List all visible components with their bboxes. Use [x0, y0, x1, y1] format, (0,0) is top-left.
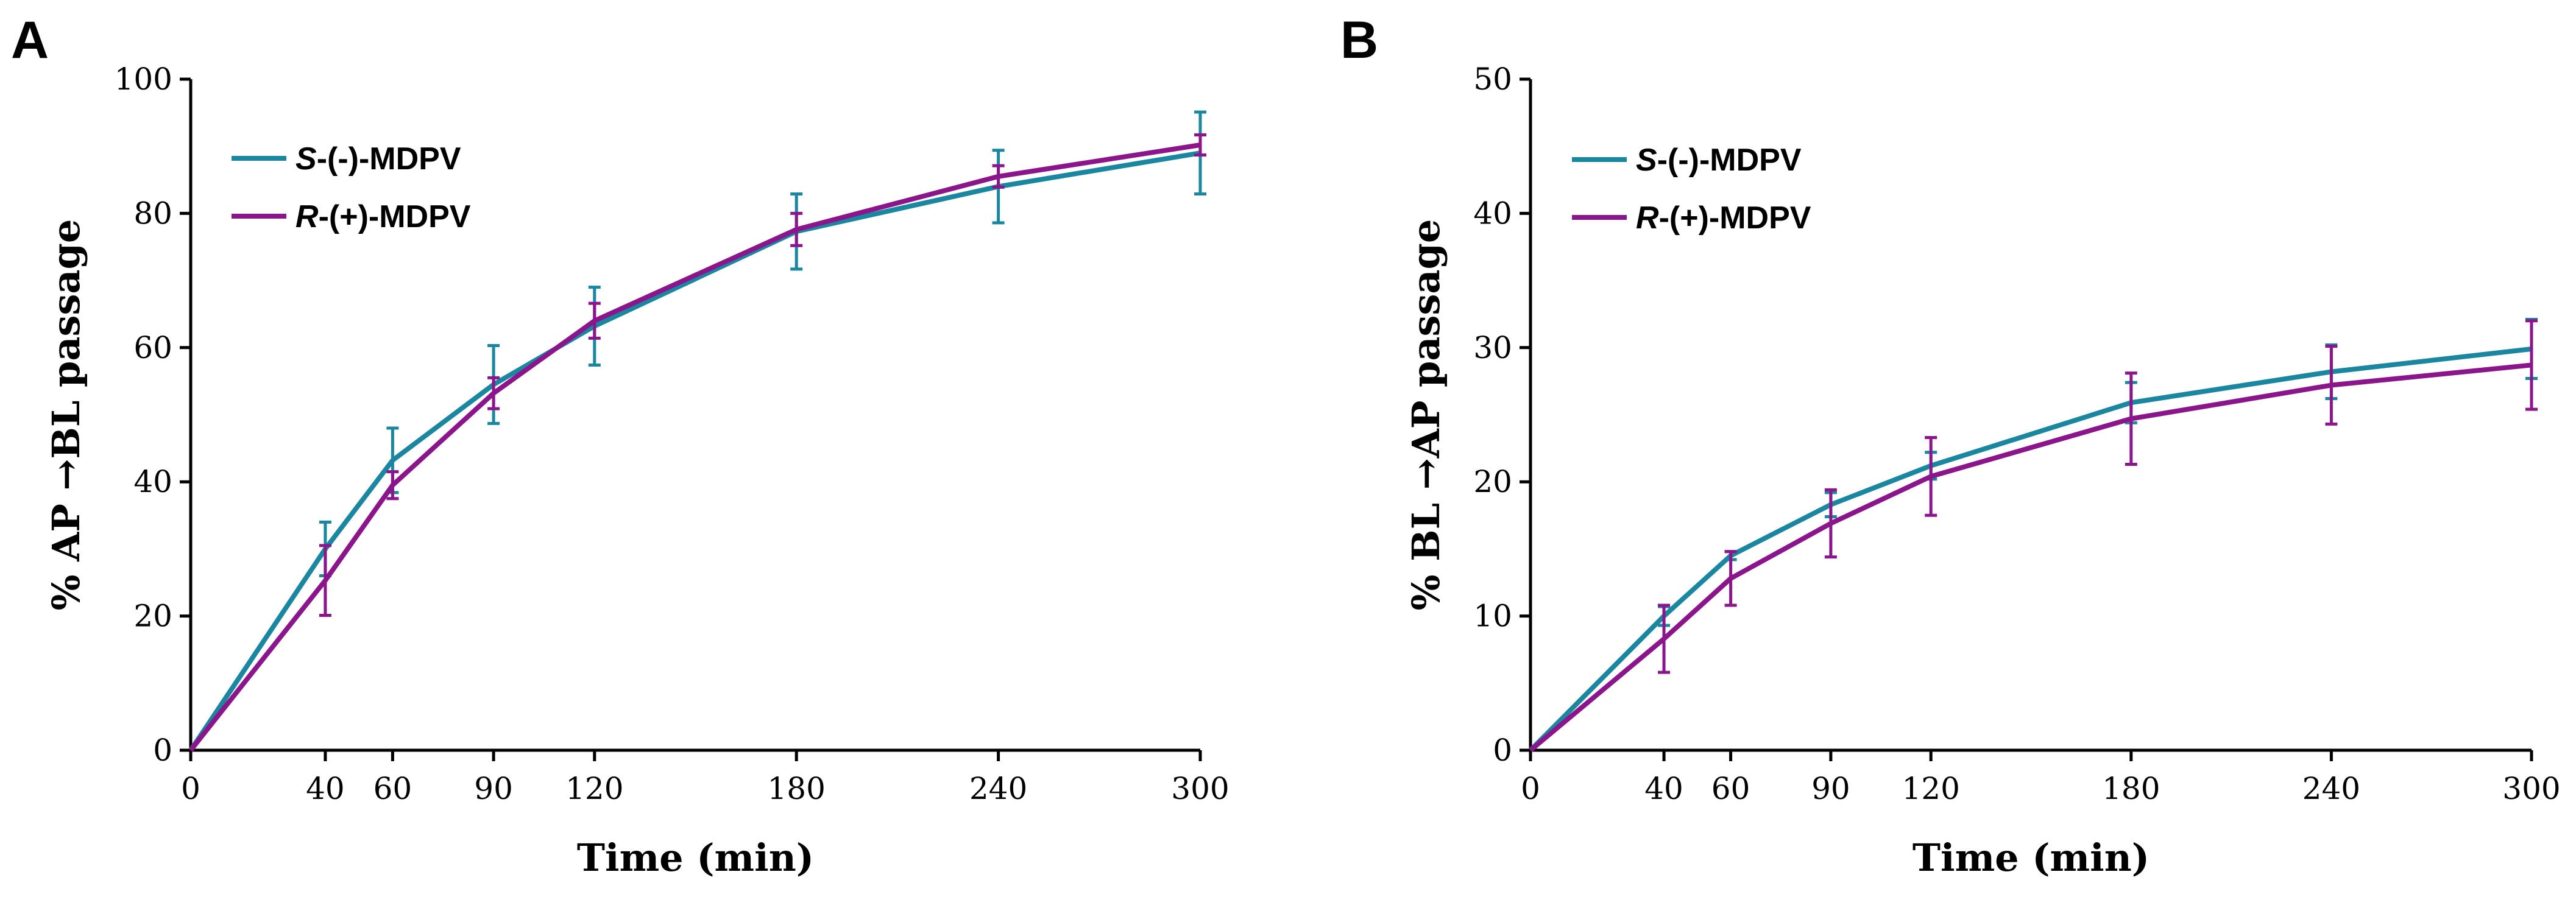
x-tick-label: 60 — [373, 771, 412, 806]
legend-label-suffix: -(-)-MDPV — [1657, 142, 1802, 178]
x-tick-label: 60 — [1711, 771, 1750, 806]
y-tick-label: 0 — [1493, 733, 1512, 768]
x-tick-label: 120 — [565, 771, 623, 806]
y-tick-label: 50 — [1473, 62, 1512, 97]
x-tick-label: 40 — [306, 771, 345, 806]
x-tick-label: 40 — [1644, 771, 1683, 806]
y-tick-label: 40 — [1473, 195, 1512, 231]
y-tick-label: 80 — [133, 195, 172, 231]
x-tick-label: 300 — [2502, 771, 2560, 806]
legend-label: R-(+)-MDPV — [1636, 200, 1811, 236]
chart-panel-a: A 0 20 40 60 80 100 0 40 60 90 120 180 240 300 Time (mi… — [11, 11, 1230, 880]
legend-label-prefix: R — [1636, 200, 1659, 236]
x-tick-label: 240 — [2302, 771, 2360, 806]
legend-label: R-(+)-MDPV — [295, 199, 471, 234]
series-line — [1529, 346, 2532, 752]
y-tick-label: 40 — [133, 464, 172, 499]
y-tick-label: 100 — [115, 62, 172, 97]
x-tick-label: 0 — [181, 771, 200, 806]
y-axis-title: % BL →AP passage — [1404, 219, 1448, 611]
x-tick-label: 180 — [2102, 771, 2160, 806]
y-tick-label: 20 — [1473, 464, 1512, 499]
y-tick-label: 30 — [1473, 330, 1512, 365]
series-r — [1529, 319, 2538, 753]
x-tick-label: 300 — [1171, 771, 1229, 806]
legend-label-prefix: S — [295, 141, 317, 177]
series-r — [188, 133, 1206, 752]
series-line — [188, 142, 1201, 752]
x-tick-label: 240 — [969, 771, 1027, 806]
chart-panel-b: B 0 10 20 30 40 50 0 40 60 90 120 180 240 300 Time (min… — [1340, 11, 2561, 880]
y-tick-label: 20 — [133, 599, 172, 634]
x-axis-title: Time (min) — [1913, 835, 2150, 880]
x-tick-label: 120 — [1902, 771, 1959, 806]
y-axis-title: % AP →BL passage — [44, 219, 88, 611]
panel-label: B — [1340, 11, 1378, 69]
x-tick-label: 180 — [767, 771, 825, 806]
series-line — [188, 150, 1201, 752]
legend-label: S-(-)-MDPV — [295, 141, 461, 177]
legend-label-prefix: S — [1636, 142, 1657, 178]
legend-label-suffix: -(+)-MDPV — [319, 199, 471, 234]
y-tick-label: 0 — [153, 733, 172, 768]
y-tick-label: 10 — [1473, 599, 1512, 634]
x-axis-title: Time (min) — [577, 835, 814, 880]
x-tick-label: 0 — [1521, 771, 1540, 806]
legend-label-prefix: R — [295, 199, 319, 234]
legend-label-suffix: -(+)-MDPV — [1659, 200, 1811, 236]
legend-label: S-(-)-MDPV — [1636, 142, 1802, 178]
legend-label-suffix: -(-)-MDPV — [317, 141, 461, 177]
series-line — [1529, 362, 2532, 753]
panel-label: A — [11, 11, 49, 69]
series-s — [1529, 318, 2538, 752]
y-tick-label: 60 — [133, 330, 172, 365]
x-tick-label: 90 — [474, 771, 513, 806]
x-tick-label: 90 — [1811, 771, 1850, 806]
